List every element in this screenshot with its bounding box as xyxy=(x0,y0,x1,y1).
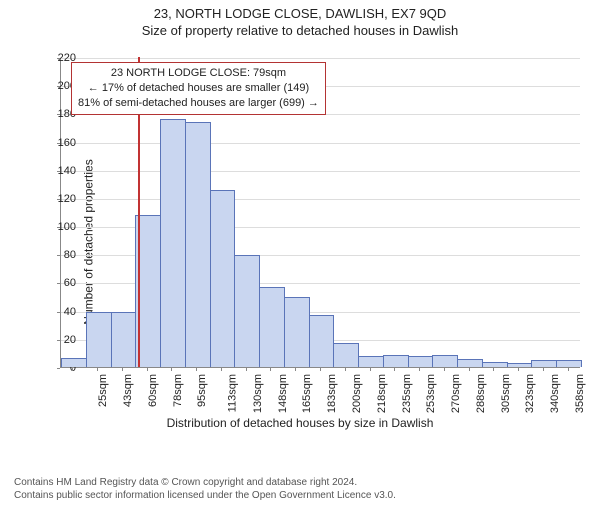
histogram-bar xyxy=(383,355,409,367)
x-tick-label: 148sqm xyxy=(277,374,289,413)
histogram-bar xyxy=(556,360,582,367)
histogram-bar xyxy=(531,360,557,367)
footer-line-1: Contains HM Land Registry data © Crown c… xyxy=(14,476,396,489)
x-tick-mark xyxy=(568,368,569,371)
y-tick-label: 120 xyxy=(46,193,76,205)
histogram-bar xyxy=(160,119,186,367)
x-tick-mark xyxy=(518,368,519,371)
title-main: 23, NORTH LODGE CLOSE, DAWLISH, EX7 9QD xyxy=(0,6,600,21)
x-tick-mark xyxy=(469,368,470,371)
x-tick-label: 323sqm xyxy=(524,374,536,413)
histogram-bar xyxy=(86,312,112,367)
x-tick-label: 25sqm xyxy=(97,374,109,407)
y-tick-mark xyxy=(57,227,60,228)
x-tick-label: 60sqm xyxy=(147,374,159,407)
footer-line-2: Contains public sector information licen… xyxy=(14,489,396,502)
chart-container: Number of detached properties 23 NORTH L… xyxy=(0,52,600,432)
y-tick-label: 60 xyxy=(46,277,76,289)
x-tick-mark xyxy=(171,368,172,371)
x-tick-label: 253sqm xyxy=(425,374,437,413)
plot-area: 23 NORTH LODGE CLOSE: 79sqm ← 17% of det… xyxy=(60,58,580,368)
y-tick-mark xyxy=(57,340,60,341)
histogram-bar xyxy=(408,356,434,367)
x-tick-mark xyxy=(196,368,197,371)
x-tick-label: 288sqm xyxy=(475,374,487,413)
x-tick-mark xyxy=(122,368,123,371)
annotation-line-2: ← 17% of detached houses are smaller (14… xyxy=(78,81,319,96)
histogram-bar xyxy=(333,343,359,367)
x-tick-mark xyxy=(543,368,544,371)
x-tick-mark xyxy=(444,368,445,371)
histogram-bar xyxy=(309,315,335,367)
x-tick-mark xyxy=(97,368,98,371)
y-tick-label: 80 xyxy=(46,249,76,261)
x-tick-mark xyxy=(246,368,247,371)
x-tick-mark xyxy=(270,368,271,371)
y-tick-label: 140 xyxy=(46,165,76,177)
x-tick-mark xyxy=(295,368,296,371)
x-tick-label: 235sqm xyxy=(401,374,413,413)
histogram-bar xyxy=(284,297,310,367)
footer-attribution: Contains HM Land Registry data © Crown c… xyxy=(14,476,396,502)
y-tick-mark xyxy=(57,199,60,200)
x-tick-mark xyxy=(345,368,346,371)
y-tick-label: 160 xyxy=(46,137,76,149)
y-tick-mark xyxy=(57,171,60,172)
x-tick-mark xyxy=(370,368,371,371)
x-tick-label: 340sqm xyxy=(549,374,561,413)
histogram-bar xyxy=(432,355,458,367)
x-tick-label: 130sqm xyxy=(252,374,264,413)
histogram-bar xyxy=(111,312,137,367)
x-tick-mark xyxy=(320,368,321,371)
annotation-line-3: 81% of semi-detached houses are larger (… xyxy=(78,96,319,111)
x-tick-mark xyxy=(419,368,420,371)
histogram-bar xyxy=(210,190,236,367)
y-tick-mark xyxy=(57,312,60,313)
y-tick-mark xyxy=(57,255,60,256)
x-tick-mark xyxy=(72,368,73,371)
y-tick-mark xyxy=(57,143,60,144)
y-tick-mark xyxy=(57,114,60,115)
y-tick-mark xyxy=(57,86,60,87)
x-tick-label: 200sqm xyxy=(351,374,363,413)
histogram-bar xyxy=(61,358,87,367)
y-tick-mark xyxy=(57,283,60,284)
y-tick-label: 20 xyxy=(46,334,76,346)
y-tick-mark xyxy=(57,58,60,59)
x-tick-mark xyxy=(221,368,222,371)
x-tick-label: 78sqm xyxy=(172,374,184,407)
x-tick-label: 183sqm xyxy=(326,374,338,413)
histogram-bar xyxy=(234,255,260,367)
x-tick-label: 43sqm xyxy=(122,374,134,407)
histogram-bar xyxy=(259,287,285,367)
y-tick-mark xyxy=(57,368,60,369)
x-tick-mark xyxy=(394,368,395,371)
x-tick-mark xyxy=(147,368,148,371)
histogram-bar xyxy=(358,356,384,367)
y-tick-label: 40 xyxy=(46,306,76,318)
histogram-bar xyxy=(507,363,533,367)
annotation-line-1: 23 NORTH LODGE CLOSE: 79sqm xyxy=(78,66,319,81)
x-tick-label: 305sqm xyxy=(500,374,512,413)
x-tick-mark xyxy=(493,368,494,371)
x-tick-label: 95sqm xyxy=(196,374,208,407)
x-tick-label: 218sqm xyxy=(376,374,388,413)
annotation-box: 23 NORTH LODGE CLOSE: 79sqm ← 17% of det… xyxy=(71,62,326,115)
histogram-bar xyxy=(457,359,483,367)
title-sub: Size of property relative to detached ho… xyxy=(0,23,600,38)
x-tick-label: 358sqm xyxy=(574,374,586,413)
histogram-bar xyxy=(185,122,211,367)
x-tick-label: 270sqm xyxy=(450,374,462,413)
x-tick-label: 165sqm xyxy=(302,374,314,413)
x-tick-label: 113sqm xyxy=(227,374,239,412)
x-axis-label: Distribution of detached houses by size … xyxy=(167,416,434,430)
y-tick-label: 100 xyxy=(46,221,76,233)
histogram-bar xyxy=(482,362,508,367)
